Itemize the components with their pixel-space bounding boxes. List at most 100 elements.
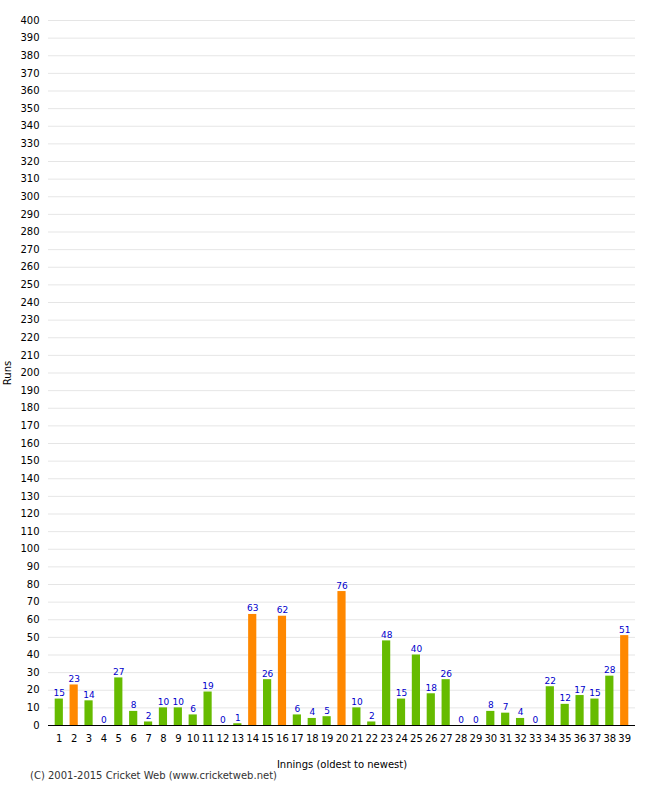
svg-text:40: 40	[411, 644, 423, 654]
svg-text:18: 18	[306, 733, 319, 744]
svg-text:50: 50	[27, 632, 40, 643]
svg-text:220: 220	[20, 332, 39, 343]
svg-text:14: 14	[83, 690, 95, 700]
svg-text:400: 400	[20, 15, 39, 26]
svg-text:1: 1	[56, 733, 62, 744]
svg-text:25: 25	[410, 733, 423, 744]
svg-text:5: 5	[324, 706, 330, 716]
svg-text:51: 51	[619, 625, 630, 635]
svg-text:21: 21	[351, 733, 364, 744]
svg-text:250: 250	[20, 279, 39, 290]
svg-text:13: 13	[231, 733, 244, 744]
svg-text:300: 300	[20, 191, 39, 202]
svg-text:90: 90	[27, 561, 40, 572]
svg-text:4: 4	[518, 707, 524, 717]
svg-text:24: 24	[395, 733, 408, 744]
svg-text:22: 22	[365, 733, 378, 744]
svg-text:10: 10	[173, 697, 185, 707]
svg-text:10: 10	[351, 697, 363, 707]
svg-text:28: 28	[604, 665, 616, 675]
svg-text:20: 20	[27, 684, 40, 695]
svg-text:26: 26	[425, 733, 438, 744]
svg-text:11: 11	[202, 733, 215, 744]
svg-text:210: 210	[20, 350, 39, 361]
svg-text:37: 37	[589, 733, 602, 744]
svg-text:10: 10	[27, 702, 40, 713]
svg-text:30: 30	[484, 733, 497, 744]
svg-text:140: 140	[20, 473, 39, 484]
svg-text:8: 8	[488, 700, 494, 710]
svg-text:10: 10	[187, 733, 200, 744]
svg-text:5: 5	[116, 733, 122, 744]
svg-text:63: 63	[247, 603, 258, 613]
svg-text:240: 240	[20, 297, 39, 308]
svg-text:Innings (oldest to newest): Innings (oldest to newest)	[277, 759, 407, 770]
svg-text:34: 34	[544, 733, 557, 744]
svg-text:32: 32	[514, 733, 527, 744]
svg-text:100: 100	[20, 543, 39, 554]
svg-text:0: 0	[101, 715, 107, 725]
svg-text:18: 18	[426, 683, 438, 693]
svg-text:0: 0	[533, 715, 539, 725]
svg-text:1: 1	[235, 713, 241, 723]
svg-text:130: 130	[20, 491, 39, 502]
svg-text:29: 29	[470, 733, 483, 744]
svg-text:6: 6	[190, 704, 196, 714]
svg-text:330: 330	[20, 138, 39, 149]
svg-text:17: 17	[291, 733, 304, 744]
svg-text:8: 8	[160, 733, 166, 744]
svg-text:80: 80	[27, 579, 40, 590]
svg-text:200: 200	[20, 367, 39, 378]
svg-text:350: 350	[20, 103, 39, 114]
svg-text:23: 23	[68, 674, 79, 684]
svg-text:27: 27	[440, 733, 453, 744]
svg-text:170: 170	[20, 420, 39, 431]
svg-text:20: 20	[336, 733, 349, 744]
svg-text:380: 380	[20, 50, 39, 61]
svg-text:19: 19	[202, 681, 214, 691]
svg-text:9: 9	[175, 733, 181, 744]
svg-text:310: 310	[20, 173, 39, 184]
svg-text:12: 12	[559, 693, 570, 703]
svg-text:260: 260	[20, 261, 39, 272]
svg-text:10: 10	[158, 697, 170, 707]
svg-text:15: 15	[589, 688, 600, 698]
svg-text:19: 19	[321, 733, 334, 744]
svg-text:160: 160	[20, 438, 39, 449]
svg-text:4: 4	[101, 733, 107, 744]
svg-text:27: 27	[113, 667, 124, 677]
svg-text:38: 38	[603, 733, 616, 744]
svg-text:270: 270	[20, 244, 39, 255]
svg-text:17: 17	[574, 685, 585, 695]
svg-text:0: 0	[220, 715, 226, 725]
svg-text:62: 62	[277, 605, 288, 615]
svg-text:26: 26	[440, 669, 452, 679]
svg-text:15: 15	[54, 688, 65, 698]
svg-text:39: 39	[618, 733, 631, 744]
svg-text:40: 40	[27, 649, 40, 660]
svg-text:36: 36	[574, 733, 587, 744]
svg-text:15: 15	[261, 733, 274, 744]
svg-text:2: 2	[71, 733, 77, 744]
svg-text:16: 16	[276, 733, 289, 744]
svg-text:6: 6	[130, 733, 136, 744]
svg-text:4: 4	[309, 707, 315, 717]
svg-text:390: 390	[20, 32, 39, 43]
svg-text:31: 31	[499, 733, 512, 744]
svg-text:22: 22	[545, 676, 556, 686]
svg-text:70: 70	[27, 596, 40, 607]
svg-text:3: 3	[86, 733, 92, 744]
svg-text:7: 7	[145, 733, 151, 744]
svg-text:320: 320	[20, 156, 39, 167]
svg-text:7: 7	[503, 702, 509, 712]
svg-text:23: 23	[380, 733, 393, 744]
svg-text:0: 0	[473, 715, 479, 725]
svg-text:340: 340	[20, 120, 39, 131]
svg-text:370: 370	[20, 68, 39, 79]
svg-text:15: 15	[396, 688, 407, 698]
svg-text:360: 360	[20, 85, 39, 96]
svg-text:2: 2	[369, 711, 375, 721]
svg-text:48: 48	[381, 630, 393, 640]
svg-text:0: 0	[33, 720, 39, 731]
svg-text:8: 8	[131, 700, 137, 710]
